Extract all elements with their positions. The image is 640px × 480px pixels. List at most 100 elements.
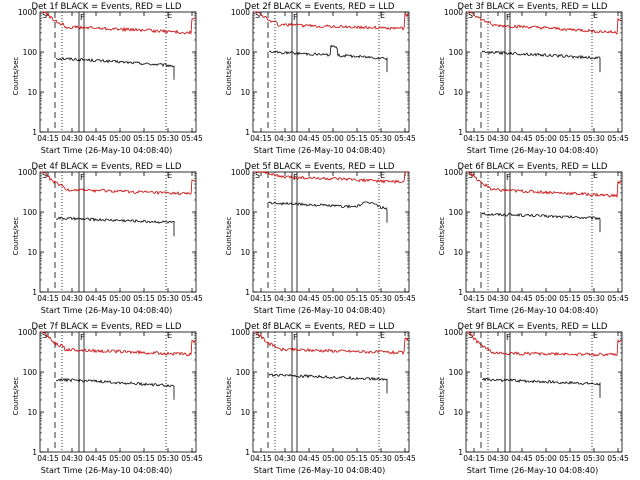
start-marker-label: S <box>468 331 473 340</box>
x-tick-label: 04:30 <box>274 454 296 463</box>
x-tick-label: 05:30 <box>583 294 605 303</box>
series-line-lld <box>41 331 196 357</box>
y-tick-label: 1 <box>458 288 463 297</box>
x-tick-label: 05:15 <box>133 294 155 303</box>
y-tick-label: 10 <box>27 88 37 97</box>
end-marker-label: E <box>380 171 385 180</box>
x-tick-label: 05:30 <box>583 134 605 143</box>
plot-area: 1 10 100 1000 04:15 04:30 04:45 05:00 05:15 05:30… <box>444 328 629 463</box>
x-axis-label: Start Time (26-May-10 04:08:40) <box>466 306 599 315</box>
chart-title: Det 1f BLACK = Events, RED = LLD <box>31 2 182 12</box>
x-tick-label: 05:45 <box>181 454 203 463</box>
x-tick-label: 05:00 <box>535 454 557 463</box>
chart-title: Det 3f BLACK = Events, RED = LLD <box>457 2 608 12</box>
x-tick-label: 05:00 <box>535 294 557 303</box>
series-line-events <box>481 50 601 73</box>
x-tick-label: 05:00 <box>109 454 131 463</box>
series-line-events <box>481 211 601 233</box>
end-marker-label: E <box>380 331 385 340</box>
series-line-lld <box>467 331 622 357</box>
x-tick-label: 05:30 <box>157 454 179 463</box>
series-line-lld <box>41 11 196 35</box>
x-tick-label: 05:00 <box>322 134 344 143</box>
detector-panel-8: Det 8f BLACK = Events, RED = LLD Start Ti… <box>213 320 426 480</box>
series-line-events <box>268 44 388 73</box>
detector-panel-7: Det 7f BLACK = Events, RED = LLD Start Ti… <box>0 320 213 480</box>
detector-panel-3: Det 3f BLACK = Events, RED = LLD Start Ti… <box>426 0 639 160</box>
f-marker-label: F <box>293 333 298 342</box>
series-line-lld <box>467 171 622 199</box>
start-marker-label: S <box>468 11 473 20</box>
series-line-events <box>55 377 175 400</box>
plot-area: 1 10 100 1000 04:15 04:30 04:45 05:00 05:15 05:30… <box>18 8 203 143</box>
chart-title: Det 9f BLACK = Events, RED = LLD <box>457 322 608 332</box>
x-tick-label: 05:15 <box>133 454 155 463</box>
x-tick-label: 05:45 <box>607 134 629 143</box>
x-tick-label: 04:30 <box>487 454 509 463</box>
plot-area: 1 10 100 1000 04:15 04:30 04:45 05:00 05:15 05:30… <box>231 8 416 143</box>
start-marker-label: S <box>468 171 473 180</box>
x-tick-label: 04:30 <box>61 454 83 463</box>
chart-title: Det 6f BLACK = Events, RED = LLD <box>457 162 608 172</box>
x-tick-label: 05:45 <box>181 134 203 143</box>
x-tick-label: 05:45 <box>394 134 416 143</box>
end-marker-label: E <box>167 11 172 20</box>
x-tick-label: 04:15 <box>463 134 485 143</box>
y-tick-label: 10 <box>453 248 463 257</box>
detector-panel-6: Det 6f BLACK = Events, RED = LLD Start Ti… <box>426 160 639 320</box>
x-tick-label: 04:30 <box>487 134 509 143</box>
plot-frame <box>252 11 410 133</box>
x-tick-label: 05:45 <box>181 294 203 303</box>
y-tick-label: 100 <box>236 208 251 217</box>
plot-area: 1 10 100 1000 04:15 04:30 04:45 05:00 05:15 05:30… <box>231 328 416 463</box>
y-tick-label: 1 <box>32 288 37 297</box>
plot-area: 1 10 100 1000 04:15 04:30 04:45 05:00 05:15 05:30… <box>231 168 416 303</box>
series-line-events <box>55 57 175 80</box>
x-tick-label: 05:30 <box>583 454 605 463</box>
y-tick-label: 100 <box>449 368 464 377</box>
y-tick-label: 1000 <box>444 328 463 337</box>
x-tick-label: 04:15 <box>250 294 272 303</box>
x-axis-label: Start Time (26-May-10 04:08:40) <box>466 146 599 155</box>
x-tick-label: 04:45 <box>85 134 107 143</box>
y-tick-label: 1000 <box>18 328 37 337</box>
y-tick-label: 10 <box>240 88 250 97</box>
series-line-lld <box>467 11 622 35</box>
end-marker-label: E <box>167 171 172 180</box>
detector-panel-5: Det 5f BLACK = Events, RED = LLD Start Ti… <box>213 160 426 320</box>
x-tick-label: 04:15 <box>463 294 485 303</box>
start-marker-label: S <box>255 171 260 180</box>
x-tick-label: 04:45 <box>298 134 320 143</box>
detector-panel-2: Det 2f BLACK = Events, RED = LLD Start Ti… <box>213 0 426 160</box>
y-tick-label: 1 <box>32 128 37 137</box>
detector-panel-1: Det 1f BLACK = Events, RED = LLD Start Ti… <box>0 0 213 160</box>
y-tick-label: 100 <box>23 368 38 377</box>
y-tick-label: 1000 <box>444 8 463 17</box>
y-tick-label: 1 <box>245 288 250 297</box>
plot-area: 1 10 100 1000 04:15 04:30 04:45 05:00 05:15 05:30… <box>18 328 203 463</box>
f-marker-label: F <box>293 13 298 22</box>
x-tick-label: 05:00 <box>322 294 344 303</box>
x-tick-label: 05:30 <box>157 134 179 143</box>
x-tick-label: 05:00 <box>535 134 557 143</box>
x-axis-label: Start Time (26-May-10 04:08:40) <box>466 466 599 475</box>
f-marker-label: F <box>506 333 511 342</box>
f-marker-label: F <box>80 173 85 182</box>
y-tick-label: 1 <box>458 128 463 137</box>
x-tick-label: 04:15 <box>463 454 485 463</box>
series-line-lld <box>254 11 409 31</box>
series-line-lld <box>254 171 408 184</box>
plot-frame <box>465 11 623 133</box>
x-tick-label: 04:45 <box>85 294 107 303</box>
start-marker-label: S <box>42 171 47 180</box>
f-marker-label: F <box>506 173 511 182</box>
y-tick-label: 100 <box>23 48 38 57</box>
y-tick-label: 100 <box>449 48 464 57</box>
x-tick-label: 04:15 <box>250 134 272 143</box>
y-tick-label: 1000 <box>231 168 250 177</box>
y-tick-label: 1000 <box>444 168 463 177</box>
x-tick-label: 04:45 <box>511 134 533 143</box>
end-marker-label: E <box>167 331 172 340</box>
y-tick-label: 1000 <box>18 168 37 177</box>
